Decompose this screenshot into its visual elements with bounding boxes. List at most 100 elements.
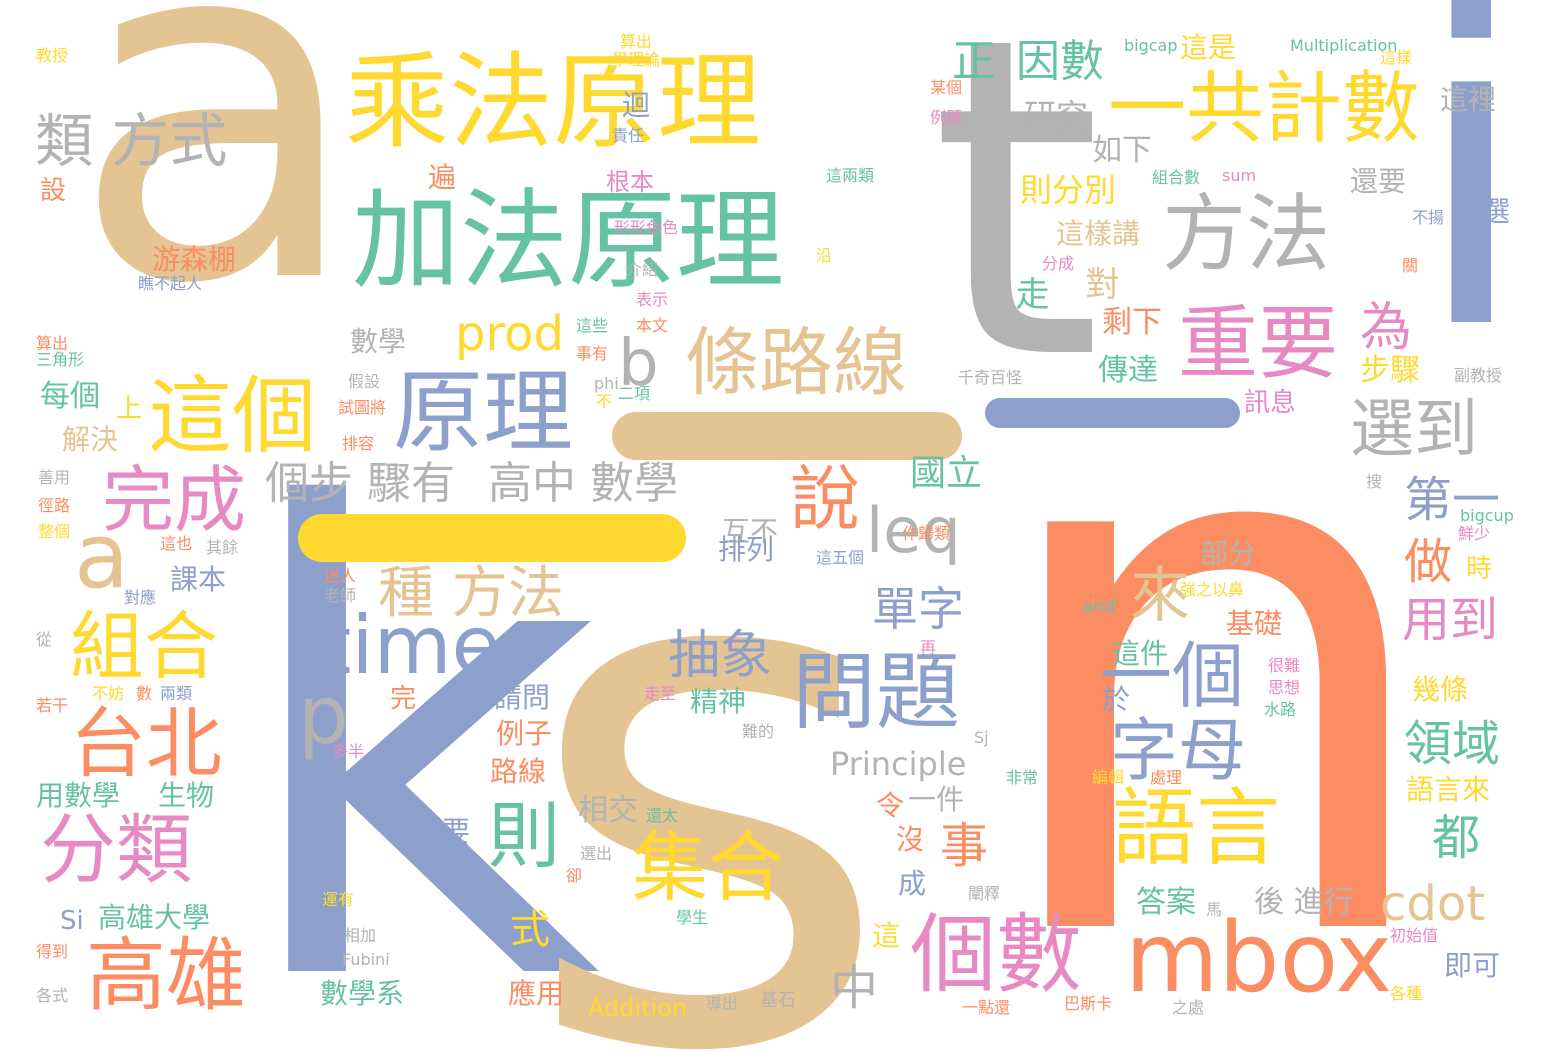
word-xunxi: 訊息 xyxy=(1244,388,1297,418)
word-kaodai: 高雄大學 xyxy=(98,901,211,934)
word-principle: 原理 xyxy=(393,360,573,465)
word-mbox: mbox xyxy=(1125,902,1393,1014)
word-mult: 乘法原理 xyxy=(345,41,762,163)
word-shuilu: 水路 xyxy=(1264,700,1297,719)
word-yousen: 游森棚 xyxy=(152,243,237,276)
word-yongshuxue: 用數學 xyxy=(36,779,121,812)
word-jingshen: 精神 xyxy=(690,685,747,718)
word-shuxue-lilun: 學理論 xyxy=(612,50,661,69)
word-jiejue: 解決 xyxy=(62,423,119,456)
word-bufang: 不妨 xyxy=(92,684,125,703)
word-meige: 每個 xyxy=(40,379,100,414)
word-use: 用到 xyxy=(1402,592,1499,648)
word-kaohsiung: 高雄 xyxy=(86,929,246,1022)
word-yan: 沿 xyxy=(816,246,833,265)
word-leq: leq xyxy=(866,494,961,567)
word-zhichu: 之處 xyxy=(1172,998,1205,1017)
word-yijian: 一件 xyxy=(908,783,965,816)
word-jiaoshou: 教授 xyxy=(36,46,69,65)
word-count: 一共計數 xyxy=(1108,64,1421,154)
word-biaoshi: 表示 xyxy=(636,290,669,309)
word-zhexie: 這些 xyxy=(576,316,609,335)
word-set: 集合 xyxy=(632,823,784,912)
word-and: and xyxy=(1082,596,1116,617)
word-middle: 中 xyxy=(830,960,879,1016)
word-zhe-shi: 這是 xyxy=(1180,31,1237,64)
word-zheng: 正 xyxy=(952,36,996,87)
word-sanjiao: 三角形 xyxy=(36,350,85,369)
word-geshi: 各式 xyxy=(36,986,69,1005)
word-jishi: 基石 xyxy=(760,990,796,1011)
word-field: 領域 xyxy=(1404,716,1501,772)
word-problem: 問題 xyxy=(792,643,961,741)
word-genben: 根本 xyxy=(606,168,654,196)
word-shengxia: 剩下 xyxy=(1102,305,1162,340)
word-erxiang: 二項 xyxy=(618,384,651,403)
word-keben: 課本 xyxy=(170,563,227,596)
word-cheng: 成 xyxy=(898,867,927,900)
word-do: 做 xyxy=(1404,534,1453,590)
word-yingyong: 應用 xyxy=(508,977,565,1010)
word-guan: 關 xyxy=(1402,256,1419,275)
word-principle-en: Principle xyxy=(830,745,967,783)
word-phi: phi xyxy=(594,374,619,393)
word-kind: 種 方法 xyxy=(378,561,564,626)
word-fencheng: 分成 xyxy=(1042,254,1075,273)
word-duiying: 對應 xyxy=(124,588,157,607)
word-single: 單字 xyxy=(872,582,964,636)
word-xingxing: 形形色色 xyxy=(614,218,679,237)
word-shengwu: 生物 xyxy=(158,779,215,812)
word-jinglu: 徑路 xyxy=(38,496,71,515)
word-mult-en: Multiplication xyxy=(1290,36,1398,55)
word-fubini: Fubini xyxy=(342,950,390,969)
word-addition: Addition xyxy=(588,994,688,1022)
word-mirenl: 迷人 xyxy=(324,566,357,585)
bar-yellow xyxy=(298,514,686,562)
word-a: a xyxy=(70,0,365,389)
word-chanshi: 闡釋 xyxy=(968,884,1001,903)
word-lianglei: 兩類 xyxy=(160,684,193,703)
word-bu: 不 xyxy=(596,392,613,411)
word-xi: 係 xyxy=(300,935,329,968)
word-mei: 沒 xyxy=(896,823,925,856)
word-zheyang2: 這樣 xyxy=(1380,48,1413,67)
word-shang: 上 xyxy=(116,394,143,424)
word-bufen: 部分 xyxy=(1200,537,1257,570)
word-zhengge: 整個 xyxy=(38,522,71,541)
word-que: 卻 xyxy=(566,866,583,885)
word-prod: prod xyxy=(455,306,564,362)
word-gezhong: 各種 xyxy=(1390,984,1423,1003)
word-sixiang: 思想 xyxy=(1268,678,1301,697)
word-jiashe: 假設 xyxy=(348,372,381,391)
word-i: i xyxy=(1410,0,1533,426)
word-taipei: 台北 xyxy=(70,699,222,788)
word-pailie: 排列 xyxy=(718,533,775,566)
word-zeren: 責任 xyxy=(612,126,645,145)
word-chuanda: 傳達 xyxy=(1098,353,1158,388)
word-xiangjiao: 相交 xyxy=(578,793,638,828)
word-times: times xyxy=(320,599,543,692)
word-chushi: 初始值 xyxy=(1390,926,1439,945)
word-shiyou: 事有 xyxy=(576,344,609,363)
word-zhejian: 這件 xyxy=(1112,637,1169,670)
bar-blue xyxy=(985,398,1240,428)
word-jike: 即可 xyxy=(1444,949,1501,982)
word-abstract: 抽象 xyxy=(668,626,773,686)
word-cdot: cdot xyxy=(1380,876,1486,932)
word-qianqi: 千奇百怪 xyxy=(958,368,1023,387)
word-say: 說 xyxy=(790,458,860,540)
word-mouge: 某個 xyxy=(930,78,963,97)
word-lizi: 例子 xyxy=(496,717,553,750)
word-b: b xyxy=(618,327,659,401)
word-buzhou: 步驟 xyxy=(1360,353,1420,388)
word-henan: 很難 xyxy=(1268,656,1301,675)
word-zai: 再 xyxy=(920,638,937,657)
word-ling: 令 xyxy=(876,789,905,822)
word-nande: 難的 xyxy=(742,722,775,741)
word-yidian: 一點還 xyxy=(962,998,1011,1017)
word-classify: 分類 xyxy=(40,805,192,894)
word-zuoshu: 作歸類 xyxy=(902,524,951,543)
word-duibuqi: 瞧不起人 xyxy=(138,274,203,293)
word-qiyu: 其餘 xyxy=(206,538,239,557)
